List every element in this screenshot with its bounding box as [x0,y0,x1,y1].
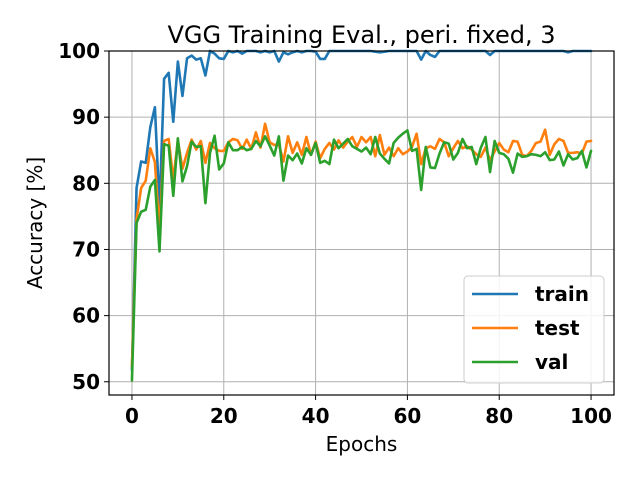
plot-frame [108,50,615,396]
x-tick-label: 60 [393,404,421,428]
x-tick-label: 0 [125,404,139,428]
x-tick-label: 80 [485,404,513,428]
legend: train test val [463,275,605,384]
series-line-val [130,129,593,382]
x-axis-label: Epochs [326,432,398,456]
series-line-test [130,122,593,368]
chart-title: VGG Training Eval., peri. fixed, 3 [167,21,555,49]
y-tick-label: 70 [72,237,100,261]
legend-label-val: val [535,350,568,374]
x-axis-ticks: 0 20 40 60 80 100 [125,395,612,428]
y-axis-label: Accuracy [%] [23,157,47,289]
legend-box [463,275,605,384]
x-tick-label: 40 [302,404,330,428]
y-tick-label: 90 [72,105,100,129]
y-tick-label: 60 [72,304,100,328]
y-tick-label: 80 [72,171,100,195]
y-axis-ticks: 50 60 70 80 90 100 [58,39,109,394]
y-tick-label: 100 [58,39,100,63]
x-tick-label: 100 [570,404,612,428]
legend-label-test: test [535,316,580,340]
x-tick-label: 20 [210,404,238,428]
legend-label-train: train [535,282,589,306]
y-tick-label: 50 [72,370,100,394]
